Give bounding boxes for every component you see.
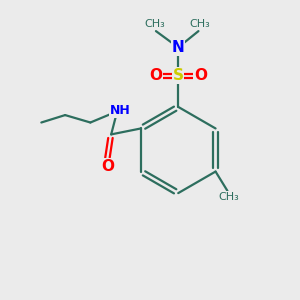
Text: O: O xyxy=(194,68,207,83)
Text: N: N xyxy=(172,40,184,55)
Text: CH₃: CH₃ xyxy=(144,19,165,29)
Text: NH: NH xyxy=(110,104,130,117)
Text: O: O xyxy=(149,68,162,83)
Text: O: O xyxy=(102,159,115,174)
Text: S: S xyxy=(173,68,184,83)
Text: CH₃: CH₃ xyxy=(190,19,210,29)
Text: CH₃: CH₃ xyxy=(218,192,239,202)
